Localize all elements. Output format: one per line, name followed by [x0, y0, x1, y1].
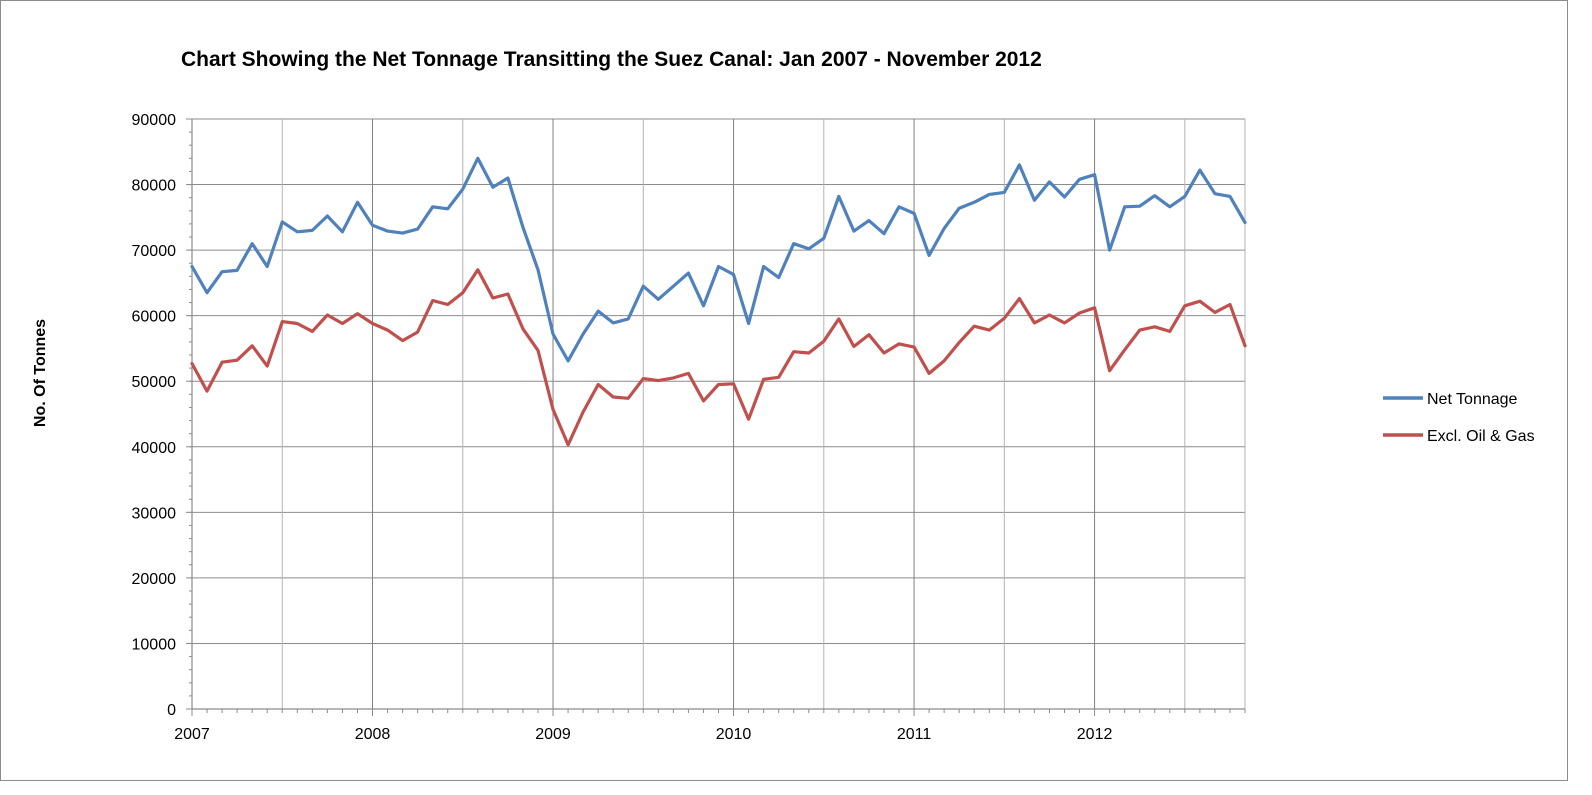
y-tick-label: 0 — [167, 702, 176, 719]
x-tick-label: 2012 — [1077, 726, 1113, 743]
y-tick-label: 10000 — [132, 636, 177, 653]
y-axis-label: No. Of Tonnes — [32, 319, 49, 427]
gridlines — [192, 118, 1246, 709]
x-tick-label: 2007 — [174, 726, 210, 743]
y-tick-label: 20000 — [132, 571, 177, 588]
x-tick-label: 2008 — [355, 726, 391, 743]
series-lines — [190, 156, 1247, 447]
x-tick-label: 2011 — [897, 726, 932, 743]
series-line-1 — [190, 268, 1247, 447]
legend: Net Tonnage Excl. Oil & Gas — [1383, 391, 1535, 445]
x-tick-label: 2010 — [716, 726, 752, 743]
chart-area: Chart Showing the Net Tonnage Transittin… — [0, 0, 1568, 781]
y-tick-label: 40000 — [132, 440, 177, 457]
y-tick-label: 80000 — [132, 178, 177, 195]
legend-label-net-tonnage: Net Tonnage — [1427, 391, 1518, 408]
x-tick-label: 2009 — [535, 726, 571, 743]
y-tick-label: 90000 — [132, 112, 177, 129]
x-tick-labels: 2007 2008 2009 2010 2011 2012 — [174, 726, 1112, 743]
chart-title: Chart Showing the Net Tonnage Transittin… — [181, 48, 1042, 71]
y-tick-label: 50000 — [132, 374, 177, 391]
y-tick-label: 70000 — [132, 243, 177, 260]
series-line-0 — [190, 156, 1247, 363]
chart-svg: Chart Showing the Net Tonnage Transittin… — [32, 48, 1535, 743]
y-tick-label: 30000 — [132, 505, 177, 522]
y-tick-label: 60000 — [132, 309, 177, 326]
axes — [186, 118, 1246, 716]
y-tick-labels: 0 10000 20000 30000 40000 50000 60000 70000 8000… — [132, 112, 177, 719]
legend-label-excl-oil-gas: Excl. Oil & Gas — [1427, 428, 1535, 445]
